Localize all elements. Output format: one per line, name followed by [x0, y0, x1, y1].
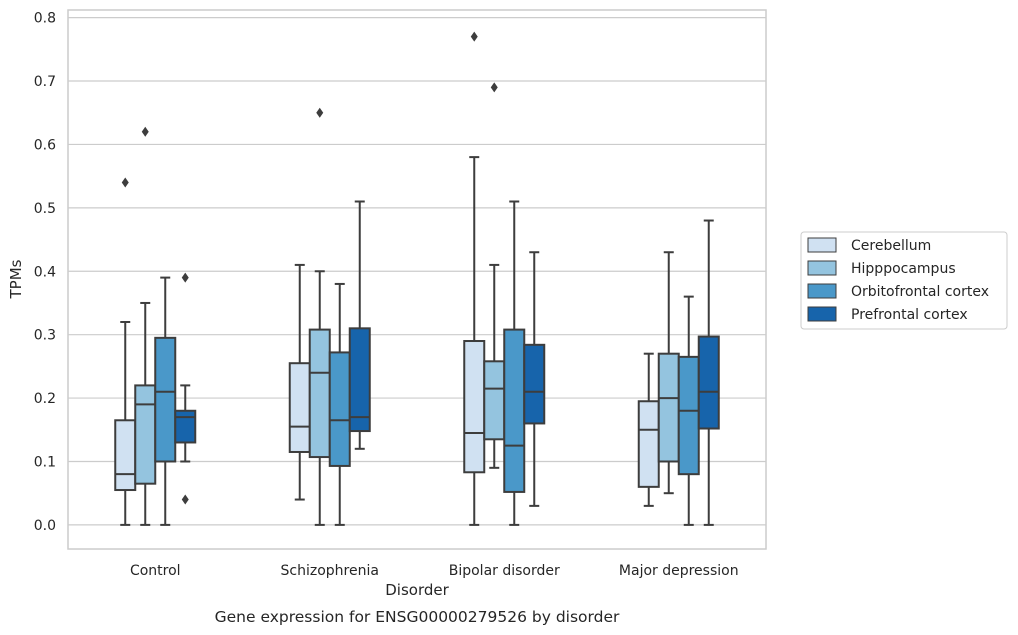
box: [174, 409, 197, 444]
y-tick-label: 0.8: [34, 11, 56, 27]
box: [154, 336, 177, 463]
y-tick-label: 0.4: [34, 264, 56, 280]
y-tick-label: 0.2: [34, 391, 56, 407]
box-prefrontal-cortex: [348, 200, 371, 450]
box: [114, 419, 137, 492]
box: [328, 351, 351, 467]
box: [134, 384, 157, 485]
plot-area: [114, 31, 720, 526]
box-hipppocampus: [134, 126, 157, 526]
outlier-point: [141, 126, 149, 137]
box: [637, 400, 660, 488]
x-tick-label: Major depression: [619, 563, 739, 579]
legend-label: Orbitofrontal cortex: [851, 284, 989, 300]
y-tick-label: 0.0: [34, 518, 56, 534]
x-tick-label: Control: [130, 563, 181, 579]
box-prefrontal-cortex: [174, 272, 197, 505]
box: [348, 327, 371, 433]
y-tick-label: 0.3: [34, 328, 56, 344]
legend-swatch: [807, 283, 837, 299]
box-prefrontal-cortex: [697, 219, 720, 526]
box-hipppocampus: [483, 82, 506, 469]
y-tick-label: 0.7: [34, 74, 56, 90]
x-axis: Control Schizophrenia Bipolar disorder Majo…: [130, 563, 739, 579]
y-axis: 0.0 0.1 0.2 0.3 0.4 0.5 0.6 0.7 0.8: [34, 11, 56, 534]
outlier-point: [181, 494, 189, 505]
legend-label: Prefrontal cortex: [851, 307, 968, 323]
box-prefrontal-cortex: [523, 251, 546, 507]
box-orbitofrontal-cortex: [503, 200, 526, 526]
box: [288, 362, 311, 453]
outlier-point: [181, 272, 189, 283]
box-orbitofrontal-cortex: [154, 276, 177, 526]
x-tick-label: Schizophrenia: [281, 563, 379, 579]
box: [308, 328, 331, 459]
legend-swatch: [807, 237, 837, 253]
outlier-point: [490, 82, 498, 93]
box: [483, 360, 506, 441]
box: [503, 328, 526, 493]
legend-swatch: [807, 306, 837, 322]
box: [463, 340, 486, 474]
y-tick-label: 0.1: [34, 454, 56, 470]
y-axis-label: TPMs: [7, 259, 25, 299]
legend-swatch: [807, 260, 837, 276]
outlier-point: [316, 107, 324, 118]
box: [523, 343, 546, 425]
box: [697, 335, 720, 430]
x-tick-label: Bipolar disorder: [449, 563, 560, 579]
x-axis-label: Disorder: [385, 581, 449, 599]
axes-frame: [67, 9, 767, 550]
legend-label: Hipppocampus: [851, 261, 956, 277]
legend-label: Cerebellum: [851, 238, 931, 254]
y-tick-label: 0.6: [34, 137, 56, 153]
legend: Cerebellum Hipppocampus Orbitofrontal cort…: [800, 231, 1008, 330]
outlier-point: [470, 31, 478, 42]
box: [657, 352, 680, 463]
outlier-point: [121, 177, 129, 188]
box: [677, 355, 700, 476]
legend-frame: [800, 231, 1008, 330]
y-tick-label: 0.5: [34, 201, 56, 217]
chart-caption: Gene expression for ENSG00000279526 by d…: [215, 608, 620, 626]
